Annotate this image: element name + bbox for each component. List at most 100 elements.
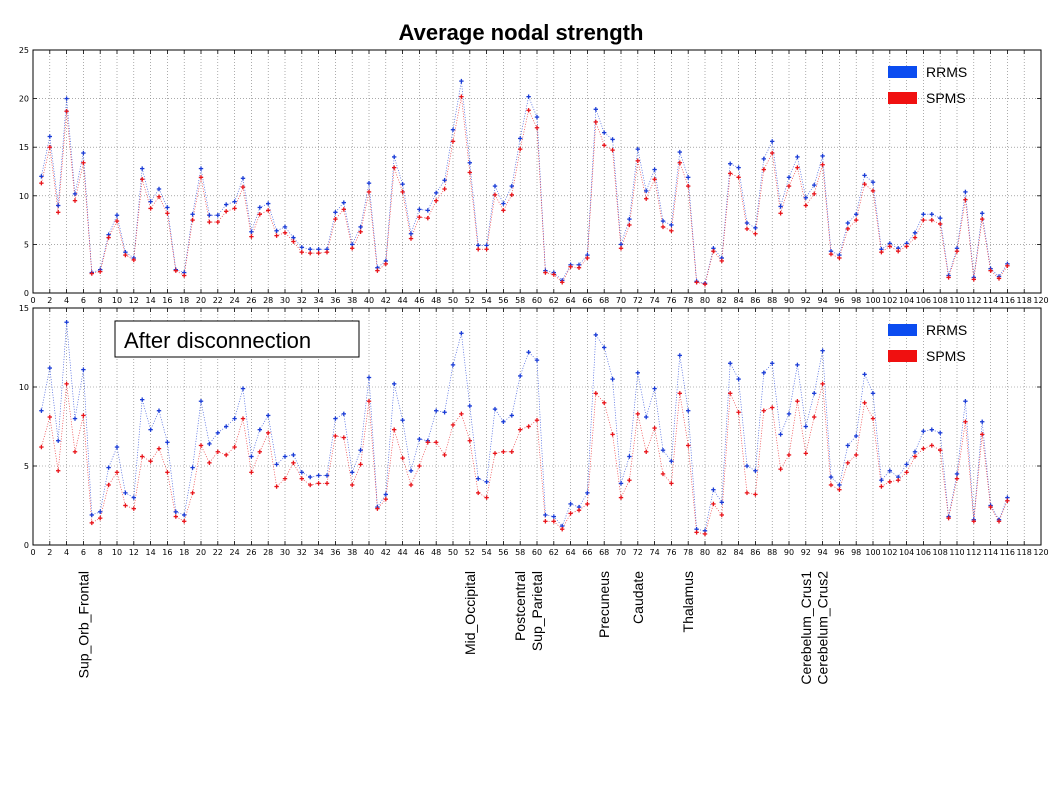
data-point-SPMS [879, 484, 884, 489]
x-tick-label: 96 [834, 296, 844, 305]
data-point-RRMS [677, 353, 682, 358]
x-tick-label: 12 [129, 548, 139, 557]
x-tick-label: 0 [30, 548, 35, 557]
data-point-RRMS [232, 199, 237, 204]
x-tick-label: 18 [179, 548, 189, 557]
data-point-RRMS [795, 362, 800, 368]
annotation-frame [114, 320, 360, 358]
data-point-RRMS [190, 212, 195, 217]
x-tick-label: 74 [650, 296, 660, 305]
figure-title: Average nodal strength [399, 20, 644, 45]
data-point-SPMS [207, 460, 212, 466]
data-point-SPMS [702, 531, 708, 537]
data-point-SPMS [904, 470, 909, 475]
legend-label-RRMS: RRMS [926, 64, 967, 80]
data-point-SPMS [963, 419, 968, 424]
x-tick-label: 14 [146, 296, 156, 305]
data-point-SPMS [862, 181, 867, 187]
data-point-SPMS [954, 476, 960, 481]
data-point-RRMS [795, 154, 800, 160]
data-point-RRMS [476, 476, 481, 481]
data-point-SPMS [308, 482, 313, 488]
x-tick-label: 102 [882, 548, 897, 557]
x-tick-label: 90 [784, 548, 794, 557]
x-tick-label: 60 [532, 296, 542, 305]
data-point-RRMS [803, 424, 808, 429]
data-point-SPMS [450, 139, 456, 144]
x-tick-label: 66 [582, 548, 592, 557]
data-point-RRMS [89, 512, 94, 518]
data-point-SPMS [585, 501, 590, 507]
data-point-RRMS [249, 454, 254, 459]
x-tick-label: 14 [146, 548, 156, 557]
data-point-SPMS [644, 449, 649, 454]
data-point-SPMS [660, 224, 666, 230]
data-point-SPMS [921, 217, 926, 223]
data-point-RRMS [618, 481, 624, 486]
y-tick-label: 20 [19, 95, 29, 104]
data-point-SPMS [669, 481, 674, 486]
data-point-RRMS [602, 345, 607, 350]
x-tick-label: 28 [263, 296, 273, 305]
data-point-SPMS [341, 435, 346, 440]
data-point-RRMS [224, 424, 229, 429]
data-point-SPMS [526, 424, 531, 429]
data-point-SPMS [249, 470, 254, 475]
x-tick-label: 28 [263, 548, 273, 557]
data-point-RRMS [64, 96, 69, 101]
data-point-RRMS [753, 225, 758, 231]
data-point-RRMS [459, 331, 464, 336]
data-point-RRMS [534, 357, 540, 363]
data-point-SPMS [753, 231, 758, 236]
x-tick-label: 96 [834, 548, 844, 557]
data-point-RRMS [240, 386, 246, 391]
data-point-RRMS [820, 348, 825, 353]
data-point-SPMS [560, 527, 565, 532]
data-point-SPMS [215, 219, 220, 225]
x-tick-label: 32 [297, 548, 307, 557]
data-point-SPMS [123, 252, 128, 258]
data-point-SPMS [89, 271, 94, 276]
y-tick-label: 5 [24, 462, 29, 471]
data-point-SPMS [686, 443, 691, 448]
data-point-SPMS [702, 282, 708, 287]
x-tick-label: 98 [851, 296, 861, 305]
data-point-RRMS [744, 463, 750, 469]
data-point-SPMS [266, 430, 271, 436]
data-point-RRMS [98, 509, 103, 515]
annotation-box: After disconnection [114, 320, 360, 358]
x-tick-label: 114 [983, 296, 998, 305]
data-point-RRMS [862, 372, 867, 377]
data-point-RRMS [249, 229, 254, 234]
data-point-SPMS [543, 270, 548, 275]
data-point-SPMS [551, 519, 556, 524]
x-tick-label: 112 [966, 548, 981, 557]
data-point-RRMS [929, 212, 934, 217]
x-tick-label: 110 [949, 296, 964, 305]
data-point-SPMS [408, 482, 414, 488]
data-point-SPMS [618, 246, 624, 251]
data-point-SPMS [392, 427, 397, 432]
x-tick-label: 62 [549, 296, 559, 305]
data-point-SPMS [190, 217, 195, 223]
data-point-RRMS [610, 376, 615, 382]
x-tick-label: 120 [1033, 296, 1048, 305]
data-point-SPMS [870, 188, 876, 194]
data-point-SPMS [291, 239, 296, 244]
data-point-SPMS [47, 414, 52, 420]
data-point-RRMS [240, 176, 246, 181]
data-point-RRMS [72, 191, 78, 197]
data-point-SPMS [375, 506, 380, 511]
data-point-SPMS [938, 448, 943, 453]
data-point-RRMS [812, 182, 817, 188]
data-point-SPMS [744, 226, 750, 232]
data-point-SPMS [467, 170, 472, 175]
data-point-RRMS [786, 175, 792, 180]
x-tick-label: 86 [750, 296, 760, 305]
data-point-RRMS [870, 391, 876, 396]
x-tick-label: 70 [616, 548, 626, 557]
data-point-RRMS [56, 203, 61, 208]
data-point-SPMS [996, 276, 1002, 281]
data-point-SPMS [400, 189, 405, 195]
data-point-SPMS [56, 210, 61, 215]
